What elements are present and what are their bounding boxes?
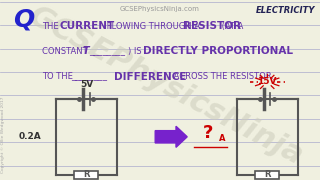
Text: Q: Q [13, 7, 34, 31]
Text: DIFFERENCE: DIFFERENCE [114, 71, 186, 82]
Text: T: T [83, 46, 89, 56]
Text: 0.2A: 0.2A [19, 132, 42, 141]
Text: ELECTRICITY: ELECTRICITY [256, 6, 315, 15]
Bar [75, 171, 99, 179]
Text: FLOWING THROUGH A: FLOWING THROUGH A [104, 22, 203, 31]
Text: Copyright © Ollie Wedgwood 2017: Copyright © Ollie Wedgwood 2017 [1, 97, 4, 173]
Text: A: A [219, 134, 226, 143]
Bar [255, 171, 279, 179]
Text: R: R [83, 170, 90, 179]
Text: ________: ________ [71, 72, 107, 81]
Text: 5V: 5V [80, 80, 93, 89]
Text: THE: THE [42, 22, 61, 31]
Text: GCSEPhysicsNinja.com: GCSEPhysicsNinja.com [120, 6, 200, 12]
Text: TO THE: TO THE [42, 72, 75, 81]
Text: ?: ? [203, 124, 213, 142]
Text: DIRECTLY PROPORTIONAL: DIRECTLY PROPORTIONAL [143, 46, 293, 56]
Text: R: R [264, 170, 270, 179]
Text: GCSEPhysicsNinja: GCSEPhysicsNinja [24, 2, 309, 171]
Text: (AT A: (AT A [219, 22, 244, 31]
Text: ________: ________ [89, 47, 125, 56]
Text: ) IS: ) IS [128, 47, 144, 56]
Text: CURRENT: CURRENT [59, 21, 115, 31]
Text: ACROSS THE RESISTOR.: ACROSS THE RESISTOR. [171, 72, 274, 81]
Text: 15V: 15V [258, 76, 277, 86]
Text: RESISTOR: RESISTOR [183, 21, 241, 31]
Polygon shape [155, 126, 187, 147]
Text: CONSTANT: CONSTANT [42, 47, 90, 56]
